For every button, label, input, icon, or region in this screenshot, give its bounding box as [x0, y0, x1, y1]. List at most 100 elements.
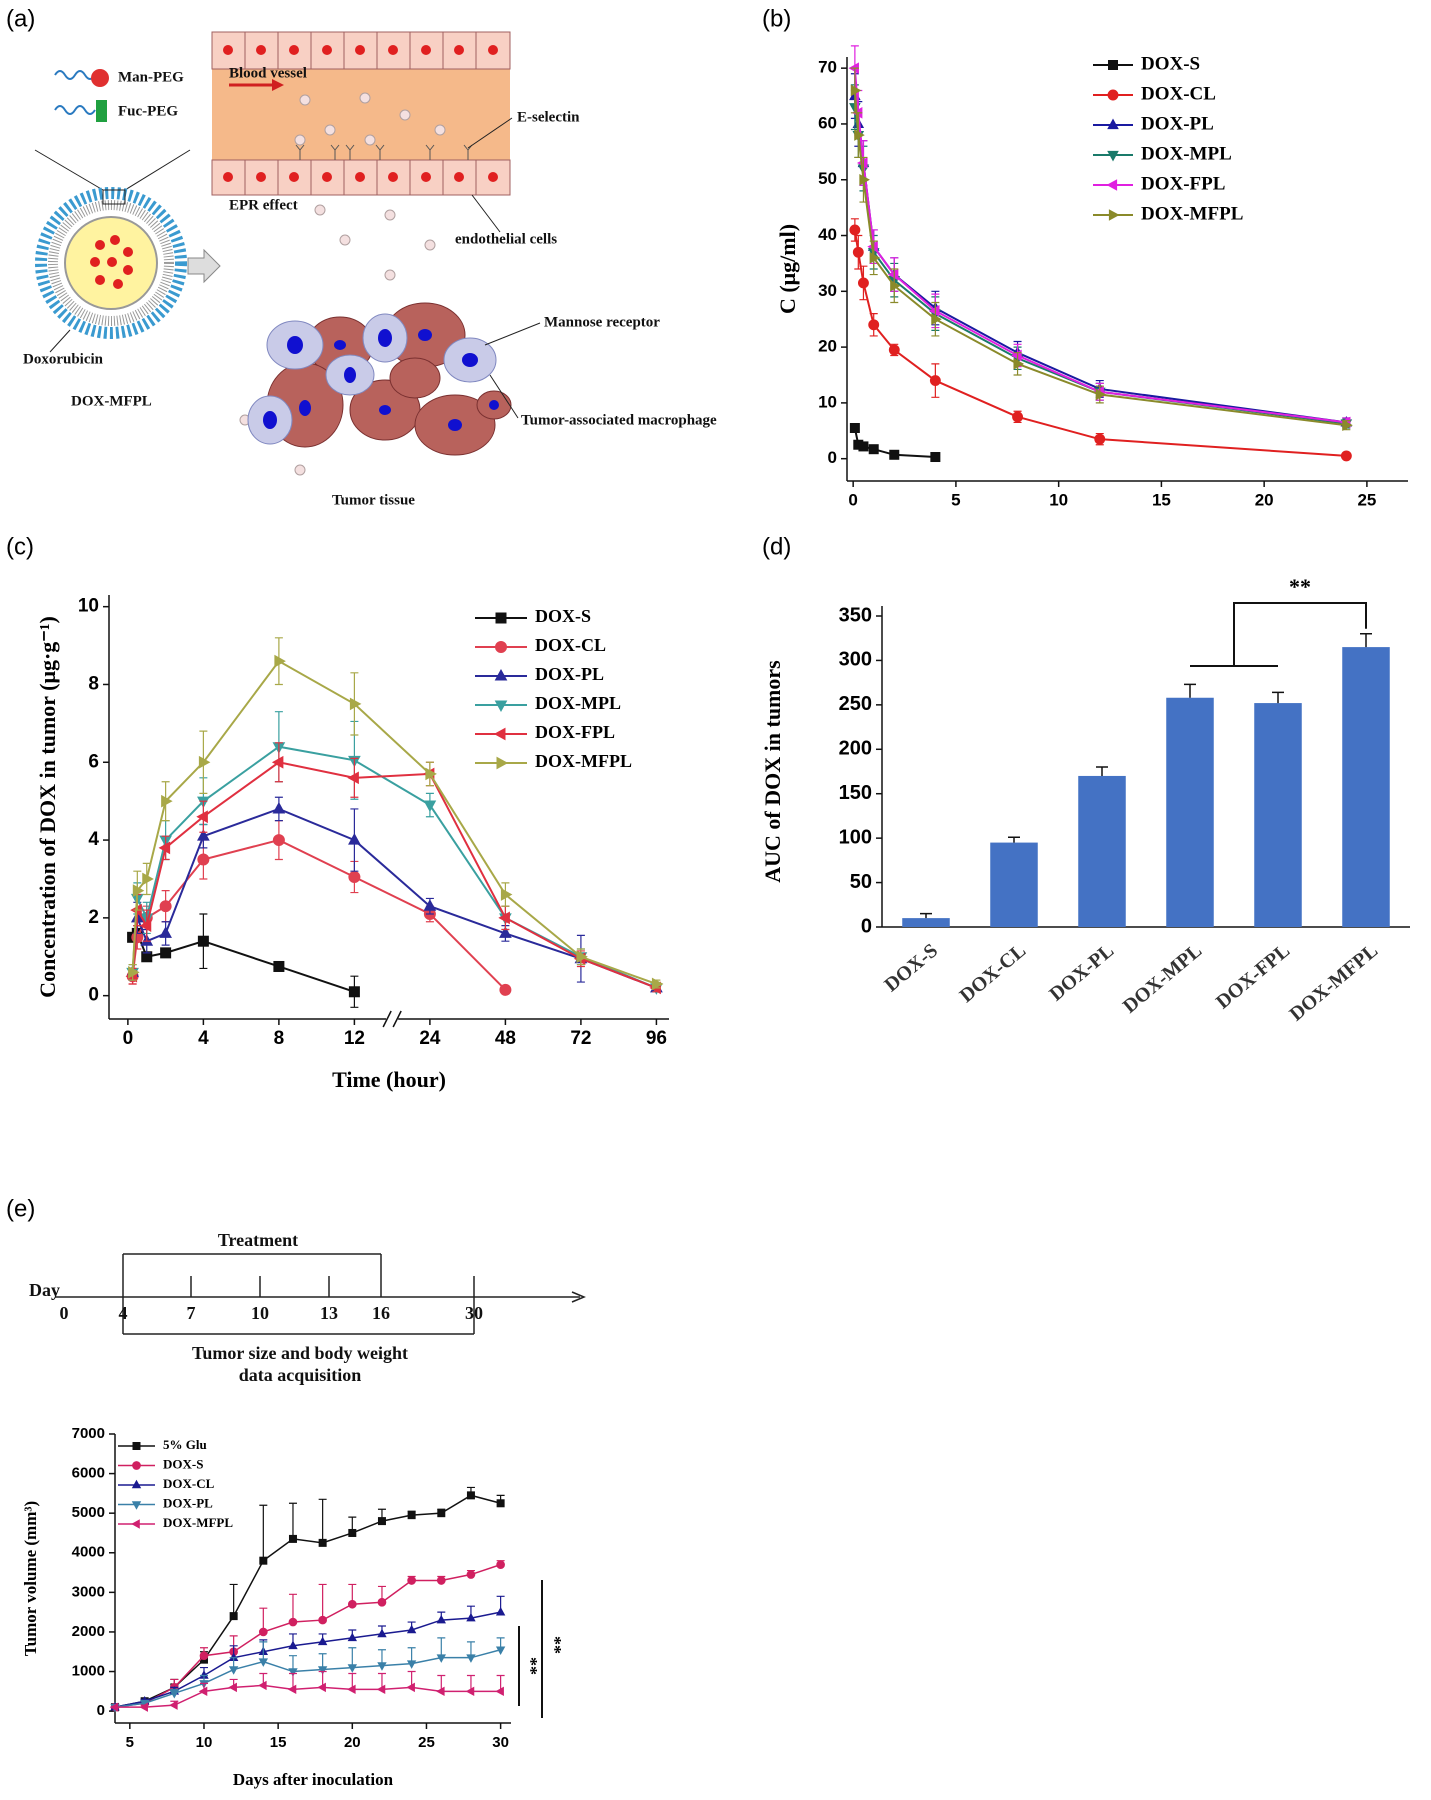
marker	[928, 305, 940, 317]
legend-label: DOX-CL	[535, 635, 606, 655]
x-tick-label: DOX-PL	[1045, 939, 1118, 1005]
marker	[496, 1499, 505, 1508]
y-tick-label: 300	[839, 649, 872, 671]
y-tick-label: 20	[818, 337, 837, 356]
y-tick-label: 7000	[72, 1425, 105, 1442]
marker	[495, 612, 507, 624]
marker	[317, 1666, 328, 1675]
x-tick-label: 30	[492, 1734, 509, 1751]
x-tick-label: 25	[418, 1734, 435, 1751]
timeline-label: Tumor size and body weight	[192, 1343, 408, 1363]
x-tick-label: 8	[274, 1028, 285, 1049]
diagram-label: Mannose receptor	[544, 314, 660, 330]
marker	[132, 884, 145, 897]
timeline-tick: 16	[372, 1303, 390, 1323]
legend-label: DOX-PL	[163, 1495, 213, 1510]
x-axis-title: Days after inoculation	[233, 1770, 394, 1789]
marker	[499, 926, 512, 938]
marker	[930, 452, 941, 463]
marker	[1108, 209, 1120, 221]
y-tick-label: 2	[88, 907, 99, 928]
marker	[1342, 419, 1353, 432]
bar	[902, 918, 950, 927]
marker	[288, 1640, 298, 1650]
marker	[436, 1686, 445, 1697]
marker	[1107, 150, 1119, 162]
significance-label: **	[1289, 574, 1311, 599]
marker	[849, 423, 860, 433]
legend-label: 5% Glu	[163, 1437, 207, 1452]
y-tick-label: 5000	[72, 1504, 105, 1521]
bar	[1342, 647, 1390, 927]
marker	[377, 1628, 387, 1638]
marker	[888, 344, 900, 356]
diagram: Man-PEG Fuc-PEG Doxorubicin DOX-MFPL	[23, 31, 717, 508]
marker	[287, 1684, 297, 1695]
marker	[139, 1702, 148, 1712]
marker	[466, 1570, 476, 1579]
marker	[890, 279, 901, 292]
marker	[347, 771, 359, 785]
marker	[854, 129, 865, 141]
pointer	[49, 329, 71, 353]
diagram-label: E-selectin	[517, 109, 580, 125]
cell-nucleus	[263, 329, 499, 431]
marker	[376, 1684, 386, 1695]
bar	[990, 842, 1038, 927]
y-axis-title: AUC of DOX in tumors	[760, 660, 785, 883]
y-tick-label: 200	[839, 738, 872, 760]
x-tick-label: 0	[848, 490, 857, 509]
peg-icon	[91, 69, 109, 87]
marker	[496, 1560, 505, 1569]
y-tick-label: 4000	[72, 1544, 105, 1561]
series-line	[115, 1684, 501, 1708]
marker	[852, 246, 864, 258]
marker	[869, 252, 881, 264]
diagram-label: Tumor tissue	[332, 492, 415, 508]
diagram-label: Tumor-associated macrophage	[521, 412, 717, 428]
marker	[258, 1658, 269, 1667]
y-tick-label: 70	[818, 58, 837, 77]
timeline-label: Treatment	[218, 1230, 298, 1250]
diagram-label: Fuc-PEG	[118, 103, 178, 119]
significance-label: **	[545, 1636, 565, 1654]
marker	[109, 1702, 119, 1712]
y-tick-label: 4	[88, 829, 99, 850]
marker	[466, 1491, 475, 1500]
marker	[494, 668, 508, 681]
x-tick-label: 10	[196, 1734, 213, 1751]
panel-label: (c)	[6, 533, 34, 560]
marker	[887, 268, 899, 281]
x-tick-label: 4	[198, 1028, 209, 1049]
timeline-label: Day	[29, 1280, 60, 1300]
error-bar	[259, 1504, 268, 1561]
marker	[437, 1509, 446, 1518]
marker	[318, 1538, 327, 1547]
axis-break	[392, 1010, 402, 1028]
drug	[90, 235, 133, 289]
marker	[317, 1682, 326, 1693]
series-line	[853, 95, 1347, 424]
peg-icon	[54, 105, 96, 115]
marker	[348, 833, 361, 845]
y-tick-label: 150	[839, 782, 872, 804]
x-tick-label: 20	[1255, 490, 1274, 509]
marker	[196, 810, 208, 824]
timeline-tick: 13	[320, 1303, 338, 1323]
y-tick-label: 50	[850, 871, 872, 893]
x-tick-label: DOX-S	[880, 939, 942, 996]
marker	[495, 641, 507, 653]
marker	[1094, 433, 1106, 445]
y-tick-label: 6000	[72, 1465, 105, 1482]
error-bar	[288, 1502, 297, 1539]
marker	[500, 888, 513, 901]
bar	[1166, 697, 1214, 927]
marker	[347, 1684, 356, 1695]
marker	[317, 1636, 328, 1646]
significance-bracket	[1190, 602, 1367, 667]
marker	[198, 755, 211, 769]
x-tick-label: 0	[123, 1028, 134, 1049]
error-bar	[920, 912, 932, 919]
marker	[132, 1442, 141, 1450]
marker	[318, 1615, 327, 1625]
